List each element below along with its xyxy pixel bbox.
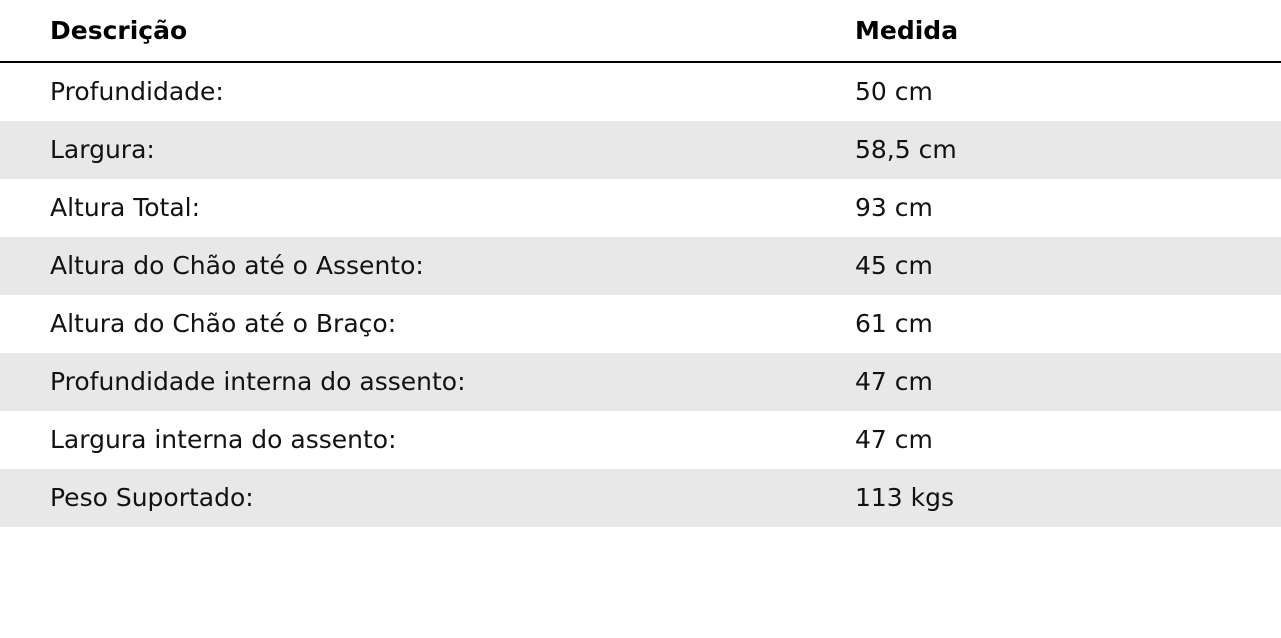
table-row-altura-chao-braco: Altura do Chão até o Braço: 61 cm xyxy=(0,295,1281,353)
table-row-altura-total: Altura Total: 93 cm xyxy=(0,179,1281,237)
row-label: Profundidade interna do assento: xyxy=(50,367,466,396)
row-label: Largura interna do assento: xyxy=(50,425,397,454)
row-value: 50 cm xyxy=(855,77,933,106)
row-label: Profundidade: xyxy=(50,77,224,106)
table-row-largura-interna: Largura interna do assento: 47 cm xyxy=(0,411,1281,469)
table-header-row: Descrição Medida xyxy=(0,0,1281,63)
row-label: Altura do Chão até o Assento: xyxy=(50,251,424,280)
table-row-profundidade-interna: Profundidade interna do assento: 47 cm xyxy=(0,353,1281,411)
row-label: Altura Total: xyxy=(50,193,201,222)
row-value: 58,5 cm xyxy=(855,135,957,164)
table-row-largura: Largura: 58,5 cm xyxy=(0,121,1281,179)
row-value: 45 cm xyxy=(855,251,933,280)
row-label: Peso Suportado: xyxy=(50,483,254,512)
row-value: 93 cm xyxy=(855,193,933,222)
row-value: 113 kgs xyxy=(855,483,955,512)
row-value: 61 cm xyxy=(855,309,933,338)
table-row-profundidade: Profundidade: 50 cm xyxy=(0,63,1281,121)
row-label: Largura: xyxy=(50,135,155,164)
row-value: 47 cm xyxy=(855,425,933,454)
column-header-medida: Medida xyxy=(855,15,959,45)
row-value: 47 cm xyxy=(855,367,933,396)
row-label: Altura do Chão até o Braço: xyxy=(50,309,397,338)
column-header-descricao: Descrição xyxy=(50,15,188,45)
measurements-table: Descrição Medida Profundidade: 50 cm Lar… xyxy=(0,0,1281,527)
table-row-altura-chao-assento: Altura do Chão até o Assento: 45 cm xyxy=(0,237,1281,295)
table-row-peso-suportado: Peso Suportado: 113 kgs xyxy=(0,469,1281,527)
